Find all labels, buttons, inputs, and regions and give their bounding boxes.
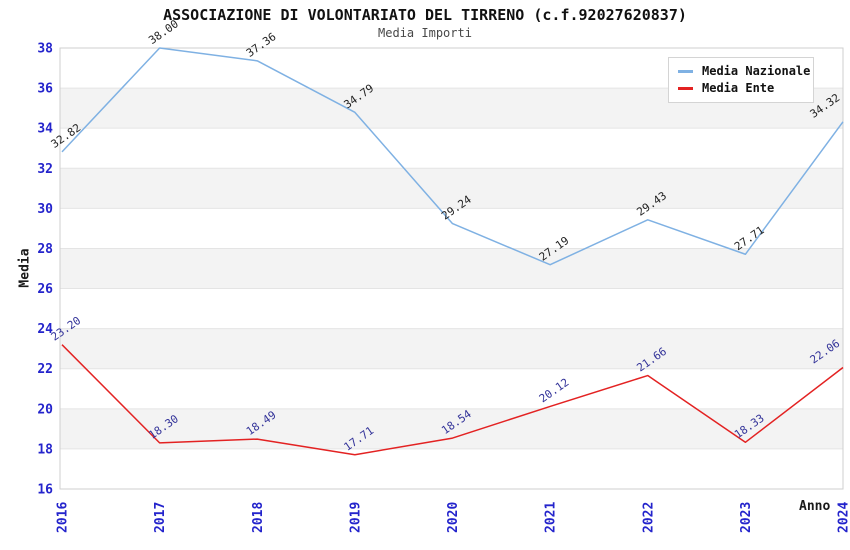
y-tick-label: 22 [37,362,53,377]
x-tick-label: 2021 [544,502,559,533]
y-tick-label: 18 [37,442,53,457]
legend-item: Media Ente [669,80,813,96]
y-tick-label: 34 [37,122,53,137]
plot-border [59,47,844,490]
y-tick-label: 38 [37,42,53,57]
chart-title: ASSOCIAZIONE DI VOLONTARIATO DEL TIRRENO… [163,6,687,24]
series-line-media-nazionale [61,47,844,266]
x-tick-label: 2023 [739,502,754,533]
legend-label: Media Nazionale [702,64,811,78]
y-tick-label: 16 [37,483,53,498]
x-tick-label: 2017 [153,502,168,533]
x-tick-label: 2024 [837,502,850,533]
x-tick-label: 2020 [446,502,461,533]
y-axis-title: Media [17,248,33,288]
y-tick-label: 36 [37,82,53,97]
legend-color-swatch [678,86,693,90]
x-axis-title: Anno [799,499,831,514]
y-tick-label: 30 [37,202,53,217]
plot-band [60,168,843,209]
legend-label: Media Ente [702,81,775,95]
y-tick-label: 20 [37,402,53,417]
chart-legend: Media Nazionale Media Ente [668,57,814,103]
chart-subtitle: Media Importi [378,26,472,40]
legend-item: Media Nazionale [669,63,813,79]
x-tick-label: 2016 [56,502,71,533]
x-tick-label: 2022 [641,502,656,533]
plot-band [60,328,843,369]
x-tick-label: 2018 [251,502,266,533]
series-line-media-ente [61,344,844,456]
y-tick-label: 32 [37,162,53,177]
y-tick-label: 26 [37,282,53,297]
legend-color-swatch [678,69,693,73]
plot-band [60,248,843,289]
x-tick-label: 2019 [348,502,363,533]
y-tick-label: 28 [37,242,53,257]
y-tick-label: 24 [37,322,53,337]
